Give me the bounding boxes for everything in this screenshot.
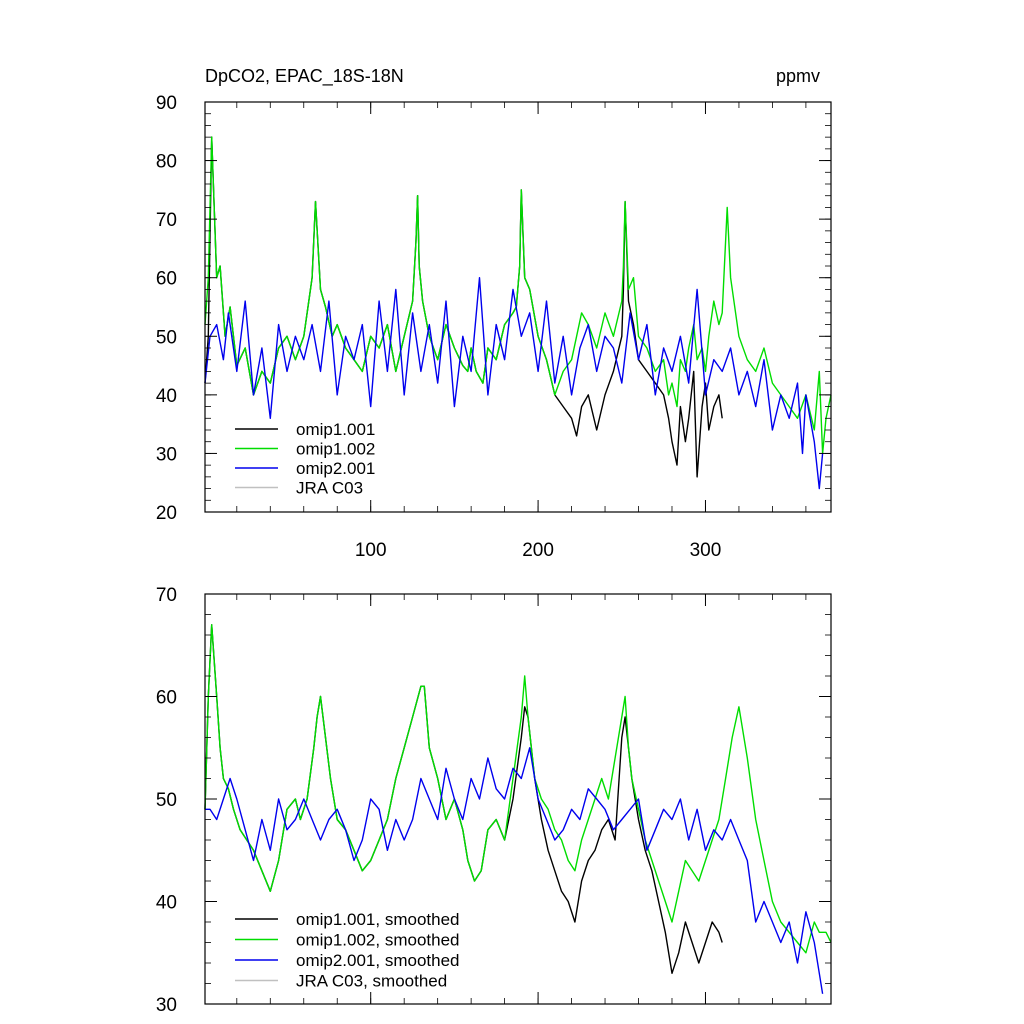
top-series-line-1 (204, 136, 723, 478)
top-y-tick-label: 90 (156, 93, 177, 114)
top-x-tick-label: 300 (690, 540, 722, 561)
top-plot-frame (204, 101, 832, 513)
top-y-tick-label: 60 (156, 269, 177, 290)
bottom-y-tick-label: 70 (156, 585, 177, 606)
top-legend-label-2: omip1.002 (296, 440, 375, 459)
top-series-line-2 (204, 136, 832, 455)
bottom-y-tick-label: 50 (156, 790, 177, 811)
units-label: ppmv (776, 66, 820, 86)
bottom-plot-frame (204, 593, 832, 1005)
top-y-tick-label: 40 (156, 386, 177, 407)
top-series-line-3 (204, 277, 824, 490)
top-x-tick-label: 200 (522, 540, 554, 561)
top-y-tick-label: 30 (156, 444, 177, 465)
bottom-series-line-2 (204, 624, 832, 954)
bottom-series-line-1 (204, 624, 723, 974)
bottom-legend-label-4: JRA C03, smoothed (296, 972, 447, 991)
bottom-series-line-3 (205, 747, 824, 994)
bottom-legend-label-2: omip1.002, smoothed (296, 931, 460, 950)
top-series-group (204, 136, 832, 490)
bottom-series-group (204, 624, 832, 994)
bottom-legend-label-1: omip1.001, smoothed (296, 910, 460, 929)
bottom-legend-label-3: omip2.001, smoothed (296, 951, 460, 970)
top-legend-label-3: omip2.001 (296, 459, 375, 478)
bottom-y-tick-label: 30 (156, 995, 177, 1016)
bottom-legend: omip1.001, smoothed omip1.002, smoothedom… (235, 910, 460, 991)
top-legend-label-4: JRA C03 (296, 479, 363, 498)
bottom-y-tick-label: 40 (156, 893, 177, 914)
top-y-tick-label: 50 (156, 327, 177, 348)
bottom-y-tick-label: 60 (156, 688, 177, 709)
top-legend-label-1: omip1.001 (296, 420, 375, 439)
top-panel: DpCO2, EPAC_18S-18N ppmv 20 30 40 50 60 70 80 9… (156, 66, 832, 561)
chart-title: DpCO2, EPAC_18S-18N (205, 66, 404, 87)
bottom-axes: 30 40 50 60 70 (156, 585, 831, 1016)
top-y-tick-label: 80 (156, 152, 177, 173)
bottom-panel: 30 40 50 60 70 omip1.001, smoothed omip1.002,… (156, 585, 832, 1016)
top-y-tick-label: 70 (156, 210, 177, 231)
top-x-tick-label: 100 (355, 540, 387, 561)
top-y-tick-label: 20 (156, 503, 177, 524)
top-axes: 20 30 40 50 60 70 80 90 100 200 300 (156, 93, 831, 561)
